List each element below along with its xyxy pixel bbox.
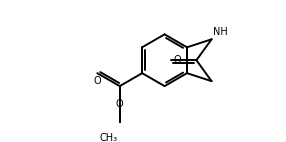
Text: O: O <box>173 55 181 65</box>
Text: O: O <box>116 99 124 109</box>
Text: CH₃: CH₃ <box>100 133 118 142</box>
Text: NH: NH <box>213 27 228 37</box>
Text: O: O <box>94 76 101 86</box>
